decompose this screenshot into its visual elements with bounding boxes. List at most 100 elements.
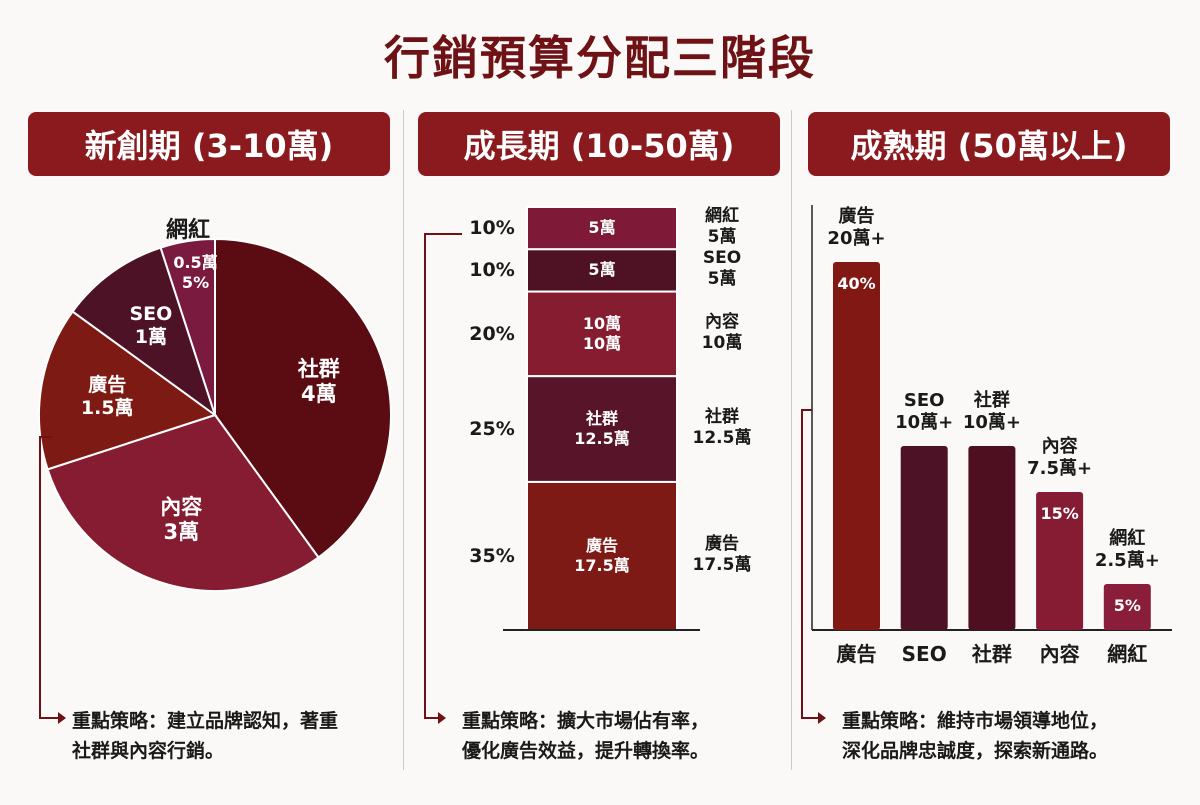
x-tick-label: 內容 [1040,642,1080,666]
stacked-segment-3 [526,375,678,483]
label-line: 10% [469,259,515,282]
segment-inner-label: 社群 12.5萬 [574,409,629,449]
segment-value-label: 內容 10萬 [702,312,743,354]
segment-value-label: 廣告 17.5萬 [693,534,752,576]
pie-slice-label: 內容 3萬 [160,495,202,545]
stacked-segment-1 [526,248,678,293]
label-line: 內容 [1039,642,1080,666]
label-line: 社群 [585,409,619,429]
label-line: 5萬 [588,218,616,238]
label-line: 3萬 [163,519,200,544]
note-line: 重點策略：建立品牌認知，著重 [72,710,339,732]
label-line: 10萬 [701,332,743,353]
bar-inner-label: 5% [1114,596,1141,616]
label-line: 5萬 [588,260,616,280]
x-tick-label: 廣告 [837,642,877,666]
segment-inner-label: 10萬 10萬 [583,314,621,354]
label-line: 廣告 [88,373,127,396]
bracket-line [801,409,820,719]
bracket-line [424,233,462,719]
note-line: 重點策略：維持市場領導地位， [842,710,1109,732]
label-line: 廣告 [585,535,619,555]
label-line: 15% [1040,504,1079,523]
label-line: 網紅 [1107,642,1148,666]
label-line: 5萬 [707,269,737,290]
bar-inner-label: 40% [837,274,875,294]
label-line: 5% [181,273,210,293]
stage-banner-growth: 成長期 (10-50萬) [418,112,780,176]
label-line: 10萬 [582,333,622,353]
label-line: 17.5萬 [574,555,630,575]
arrow-icon [818,712,826,724]
stage-banner-mature: 成熟期 (50萬以上) [808,112,1170,176]
column-divider [791,110,792,770]
label-line: SEO [702,248,742,269]
x-tick-label: 社群 [972,642,1012,666]
label-line: 社群 [971,642,1012,666]
bar-0 [833,262,880,630]
label-line: SEO [129,302,173,325]
label-line: 內容 [160,494,203,519]
label-line: 10萬 [582,313,622,333]
label-line: 廣告 [704,533,739,554]
segment-value-label: 網紅 5萬 [705,206,739,248]
x-tick-label: SEO [902,642,947,666]
pie-slice-label: 社群 4萬 [298,357,340,407]
label-line: 5% [1113,596,1141,615]
label-line: SEO [903,390,945,411]
strategy-note-startup: 重點策略：建立品牌認知，著重 社群與內容行銷。 [72,706,338,766]
pie-slice-4 [159,237,216,416]
segment-percent-label: 10% [469,259,514,282]
label-line: 10萬+ [962,412,1021,433]
stacked-segment-4 [526,480,678,632]
segment-value-label: SEO 5萬 [703,248,741,290]
segment-inner-label: 廣告 17.5萬 [574,536,629,576]
segment-percent-label: 35% [469,545,514,568]
label-line: 社群 [297,357,340,382]
label-line: 廣告 [836,642,877,666]
label-line: 廣告 [838,206,875,227]
arrow-icon [58,712,66,724]
segment-inner-label: 5萬 [588,218,615,238]
label-line: 網紅 [705,206,739,227]
pie-slice-1 [46,413,320,592]
pie-slice-3 [71,246,217,418]
label-line: 10萬+ [895,412,954,433]
bar-2 [968,446,1016,630]
label-line: 10% [469,217,515,240]
bar-value-label: 內容 7.5萬+ [1027,436,1092,480]
label-line: 4萬 [300,382,337,407]
label-line: 社群 [973,390,1010,411]
strategy-note-growth: 重點策略：擴大市場佔有率， 優化廣告效益，提升轉換率。 [462,706,709,766]
pie-slice-label: 廣告 1.5萬 [81,374,134,420]
note-line: 優化廣告效益，提升轉換率。 [462,740,710,762]
label-line: 社群 [704,407,739,428]
column-divider [403,110,404,770]
note-line: 社群與內容行銷。 [72,740,225,762]
pie-slice-0 [214,237,392,559]
segment-percent-label: 10% [469,217,514,240]
label-line: 7.5萬+ [1027,458,1093,479]
bar-4 [1103,584,1151,630]
pie-slice-label: 0.5萬 5% [173,253,217,293]
label-line: 內容 [1041,436,1078,457]
segment-value-label: 社群 12.5萬 [693,407,752,449]
label-line: 12.5萬 [692,428,752,449]
label-line: 20% [469,322,515,345]
note-line: 重點策略：擴大市場佔有率， [462,710,710,732]
label-line: 5萬 [707,227,737,248]
label-line: 0.5萬 [173,253,218,273]
bracket-line [39,436,60,719]
pie-slice-2 [38,310,218,471]
label-line: 2.5萬+ [1094,550,1160,571]
label-line: SEO [901,642,947,666]
pie-outside-label: 網紅 [166,218,210,244]
label-line: 網紅 [1109,528,1146,549]
label-line: 網紅 [165,218,211,243]
bar-value-label: SEO 10萬+ [895,390,953,434]
label-line: 20萬+ [827,228,886,249]
label-line: 內容 [704,311,739,332]
bar-value-label: 社群 10萬+ [963,390,1021,434]
label-line: 35% [469,544,515,567]
